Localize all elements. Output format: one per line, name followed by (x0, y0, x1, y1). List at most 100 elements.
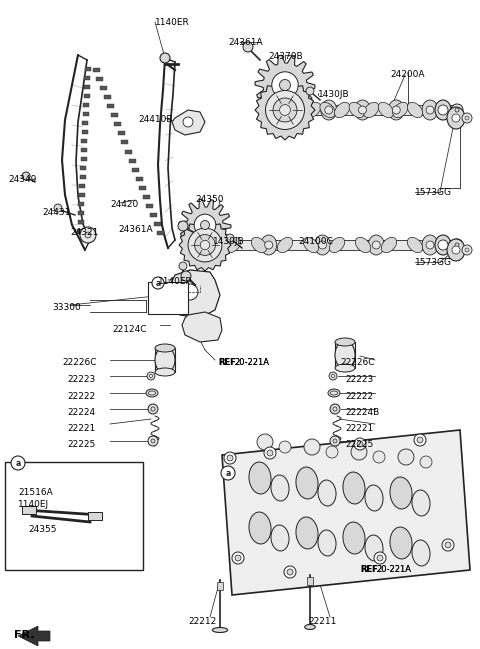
Ellipse shape (349, 103, 364, 117)
Circle shape (279, 104, 290, 116)
Bar (22, 506, 36, 514)
Ellipse shape (305, 103, 321, 117)
Ellipse shape (320, 103, 335, 117)
Circle shape (188, 228, 222, 262)
Bar (285, 105, 455, 115)
Circle shape (257, 434, 273, 450)
Text: 24361A: 24361A (228, 38, 263, 47)
Circle shape (330, 436, 340, 446)
Text: REF.: REF. (218, 358, 238, 367)
Bar (96, 77, 103, 80)
Circle shape (451, 239, 463, 251)
Circle shape (414, 434, 426, 446)
Circle shape (54, 204, 62, 212)
Ellipse shape (408, 238, 423, 252)
Text: a: a (15, 458, 21, 467)
Circle shape (183, 117, 193, 127)
Circle shape (200, 240, 210, 250)
Circle shape (243, 42, 253, 52)
Circle shape (265, 241, 273, 249)
Circle shape (272, 72, 298, 98)
Circle shape (462, 245, 472, 255)
Circle shape (221, 466, 235, 480)
Ellipse shape (447, 107, 465, 129)
Ellipse shape (318, 480, 336, 506)
Ellipse shape (335, 364, 355, 372)
Polygon shape (165, 270, 220, 318)
Circle shape (438, 240, 448, 250)
Circle shape (306, 87, 314, 95)
Circle shape (232, 552, 244, 564)
Circle shape (304, 439, 320, 455)
Circle shape (351, 444, 367, 460)
Circle shape (445, 542, 451, 548)
Circle shape (267, 450, 273, 456)
Ellipse shape (305, 624, 315, 630)
Circle shape (354, 438, 366, 450)
Circle shape (287, 569, 293, 575)
Circle shape (201, 221, 209, 230)
Circle shape (374, 552, 386, 564)
Ellipse shape (447, 239, 465, 261)
Text: 22124C: 22124C (112, 325, 146, 334)
Text: 20-221A: 20-221A (234, 358, 269, 367)
Circle shape (330, 404, 340, 414)
Circle shape (179, 262, 187, 270)
Polygon shape (179, 199, 231, 251)
Circle shape (151, 439, 155, 443)
Text: 24410B: 24410B (138, 115, 172, 124)
Ellipse shape (207, 235, 223, 255)
Bar (114, 122, 121, 126)
Circle shape (465, 248, 469, 252)
Circle shape (420, 456, 432, 468)
Ellipse shape (365, 535, 383, 561)
Text: 22225: 22225 (345, 440, 373, 449)
Circle shape (22, 172, 30, 180)
Polygon shape (172, 110, 205, 135)
Circle shape (442, 539, 454, 551)
Text: REF.: REF. (360, 565, 380, 574)
Ellipse shape (335, 341, 355, 369)
Text: 22221: 22221 (67, 424, 95, 433)
Circle shape (377, 555, 383, 561)
Circle shape (373, 451, 385, 463)
Ellipse shape (435, 100, 451, 120)
Ellipse shape (261, 235, 277, 255)
Circle shape (194, 214, 216, 236)
Text: 20-221A: 20-221A (376, 565, 411, 574)
Text: 1140EP: 1140EP (158, 277, 192, 286)
Text: 24349: 24349 (8, 175, 36, 184)
Circle shape (85, 232, 91, 238)
Bar (5, 462, 143, 570)
Bar (217, 582, 223, 590)
Circle shape (178, 221, 188, 231)
Circle shape (211, 241, 219, 249)
Text: 24200A: 24200A (390, 70, 424, 79)
Ellipse shape (314, 235, 331, 255)
Circle shape (426, 241, 434, 249)
Bar (143, 195, 150, 199)
Circle shape (160, 53, 170, 63)
Ellipse shape (277, 238, 293, 252)
Text: 22223: 22223 (67, 375, 95, 384)
Bar (80, 166, 86, 170)
Circle shape (326, 446, 338, 458)
Circle shape (329, 372, 337, 380)
Text: 20-221A: 20-221A (234, 358, 269, 367)
Ellipse shape (355, 100, 371, 120)
Circle shape (333, 407, 337, 411)
Text: REF.: REF. (218, 358, 238, 367)
Bar (83, 112, 89, 116)
Ellipse shape (249, 512, 271, 544)
Circle shape (152, 277, 164, 289)
Ellipse shape (225, 238, 240, 252)
Circle shape (11, 456, 25, 470)
Circle shape (357, 441, 363, 447)
Bar (148, 282, 188, 314)
Circle shape (359, 106, 367, 114)
Circle shape (279, 79, 290, 90)
Text: 1140ER: 1140ER (155, 18, 190, 27)
Bar (150, 214, 157, 217)
Bar (81, 148, 87, 152)
Text: REF.: REF. (360, 565, 380, 574)
